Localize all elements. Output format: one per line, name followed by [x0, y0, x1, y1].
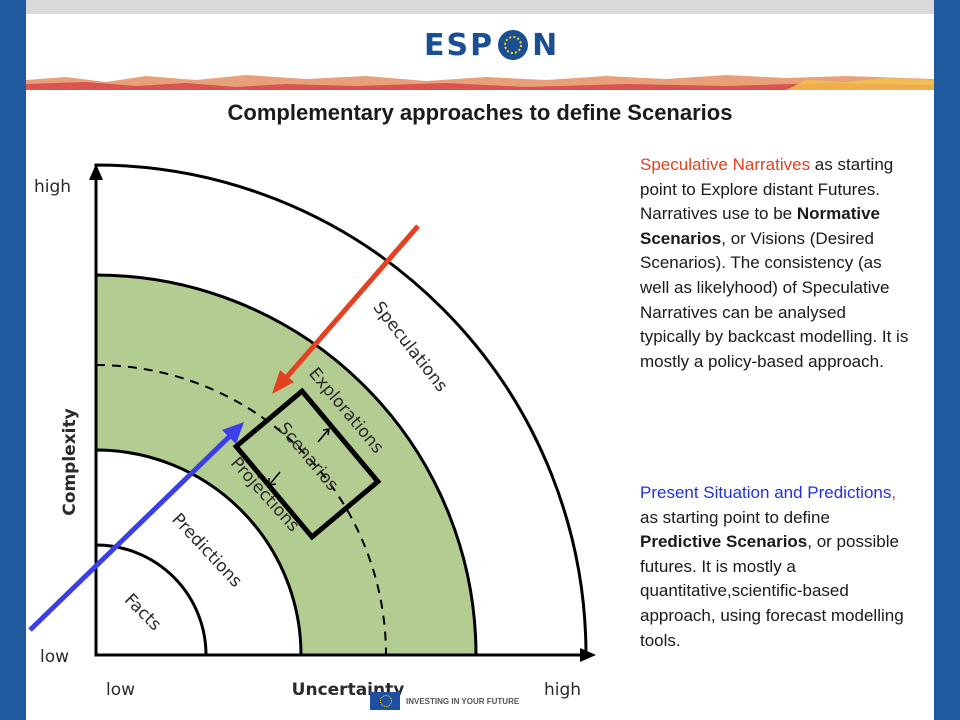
text-one-lead: Speculative Narratives	[640, 155, 811, 174]
text-block-predictive: Present Situation and Predictions, as st…	[640, 481, 910, 653]
y-axis-label: Complexity	[60, 408, 80, 515]
page-title: Complementary approaches to define Scena…	[227, 100, 733, 125]
blue-arrow-head	[222, 422, 244, 444]
y-axis-arrowhead	[89, 164, 103, 180]
dashed-arc	[95, 364, 387, 656]
eu-flag-icon	[370, 692, 400, 710]
x-low-label: low	[106, 680, 135, 700]
arrow-up-small	[317, 428, 330, 443]
text-two-b1: Predictive Scenarios	[640, 532, 808, 552]
blue-arrow-shaft	[28, 433, 233, 632]
logo-text-right: N	[532, 27, 560, 63]
header: ESP N	[26, 14, 934, 74]
footer-text: INVESTING IN YOUR FUTURE	[406, 696, 520, 706]
footer-eu-logo: INVESTING IN YOUR FUTURE	[370, 690, 519, 712]
red-arrow-head	[272, 370, 294, 394]
espon-logo: ESP N	[424, 22, 559, 68]
text-block-speculative: Speculative Narratives as starting point…	[640, 153, 910, 374]
y-low-label: low	[40, 647, 69, 667]
text-two-comma: ,	[891, 483, 897, 502]
x-axis-arrowhead	[580, 648, 596, 662]
scenarios-box	[232, 387, 382, 541]
right-side-bar	[934, 0, 960, 720]
x-high-label: high	[544, 680, 581, 700]
top-gray-strip	[26, 0, 934, 14]
left-side-bar	[0, 0, 26, 720]
y-high-label: high	[34, 177, 71, 197]
text-one-p2: , or Visions (Desired Scenarios). The co…	[640, 228, 909, 371]
text-one-b1: Normative Scenarios	[640, 204, 880, 248]
logo-text-left: ESP	[424, 27, 495, 63]
red-arrow-shaft	[284, 224, 420, 380]
eu-star-circle-icon	[498, 30, 529, 60]
map-strip	[26, 74, 934, 90]
text-two-p2: , or possible futures. It is mostly a qu…	[640, 532, 904, 650]
text-two-lead: Present Situation and Predictions	[640, 483, 892, 502]
scenario-diagram: Complexity high low low Uncertainty high…	[28, 163, 596, 700]
text-two-p1: as starting point to define	[640, 507, 830, 527]
text-one-p1: as starting point to Explore distant Fut…	[640, 155, 894, 224]
